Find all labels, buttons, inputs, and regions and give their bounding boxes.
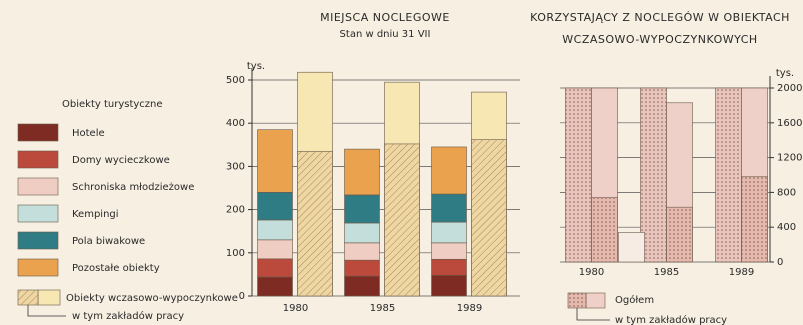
legend-swatch [585, 292, 606, 309]
legend-label: Pozostałe obiekty [72, 263, 160, 274]
legend-swatch [17, 123, 59, 142]
y-axis-label: tys. [776, 68, 794, 79]
legend-connector [576, 308, 610, 321]
bar [666, 206, 693, 263]
bar [344, 242, 380, 261]
bar [431, 242, 467, 260]
x-tick-label: 1985 [654, 267, 679, 278]
legend-swatch [17, 150, 59, 169]
y-tick-label: 1200 [777, 153, 802, 164]
bar [257, 192, 293, 221]
bar [431, 274, 467, 297]
legend-swatch [17, 231, 59, 250]
y-tick-label: 0 [239, 291, 245, 302]
bar [257, 129, 293, 193]
y-tick-label: 0 [777, 257, 783, 268]
legend-label: w tym zakładów pracy [615, 314, 727, 325]
bar [257, 276, 293, 297]
bar [297, 150, 333, 297]
x-tick-label: 1980 [579, 267, 604, 278]
y-tick-label: 2000 [777, 83, 802, 94]
y-axis-label: tys. [247, 61, 265, 72]
bar [384, 143, 420, 297]
legend-swatch [37, 289, 61, 306]
bar [618, 232, 645, 263]
y-tick-label: 500 [226, 75, 245, 86]
legend-connector [27, 305, 66, 317]
y-tick-label: 1600 [777, 118, 802, 129]
bar [257, 239, 293, 260]
chart-title: MIEJSCA NOCLEGOWE [320, 11, 450, 24]
legend-label: w tym zakładów pracy [72, 310, 184, 322]
bar [741, 176, 768, 263]
bar [431, 221, 467, 244]
y-tick-label: 200 [226, 205, 245, 216]
legend-label: Hotele [72, 128, 105, 139]
bar [344, 222, 380, 244]
y-tick-label: 800 [777, 187, 796, 198]
bar [431, 193, 467, 223]
bar [431, 258, 467, 276]
chart-title: KORZYSTAJĄCY Z NOCLEGÓW W OBIEKTACH [530, 11, 790, 24]
x-tick-label: 1980 [283, 303, 308, 314]
bar [257, 258, 293, 278]
x-tick-label: 1985 [370, 303, 395, 314]
bar [344, 148, 380, 196]
y-tick-label: 300 [226, 161, 245, 172]
chart-title: WCZASOWO-WYPOCZYNKOWYCH [562, 33, 757, 46]
x-tick-label: 1989 [729, 267, 754, 278]
bar [565, 87, 592, 263]
chart-subtitle: Stan w dniu 31 VII [340, 29, 431, 40]
legend-label: Schroniska młodzieżowe [72, 182, 194, 193]
bar [344, 259, 380, 277]
y-tick-label: 100 [226, 248, 245, 259]
legend-label: Kempingi [72, 209, 119, 220]
bar [431, 146, 467, 195]
y-tick-label: 400 [777, 222, 796, 233]
legend-title: Obiekty turystyczne [62, 99, 163, 110]
bar [715, 87, 742, 263]
legend-label: Pola biwakowe [72, 236, 145, 247]
bar [471, 139, 507, 297]
legend-hatch [568, 293, 586, 308]
legend-swatch [17, 258, 59, 277]
legend-label: Ogółem [615, 294, 654, 306]
legend-swatch [17, 177, 59, 196]
legend-label: Obiekty wczasowo-wypoczynkowe [66, 293, 238, 304]
legend-hatch [18, 290, 38, 305]
x-tick-label: 1989 [457, 303, 482, 314]
legend-swatch [17, 204, 59, 223]
bar [344, 194, 380, 224]
legend-label: Domy wycieczkowe [72, 155, 170, 166]
bar [257, 219, 293, 241]
y-tick-label: 400 [226, 118, 245, 129]
bar [344, 275, 380, 297]
bar [591, 197, 618, 263]
